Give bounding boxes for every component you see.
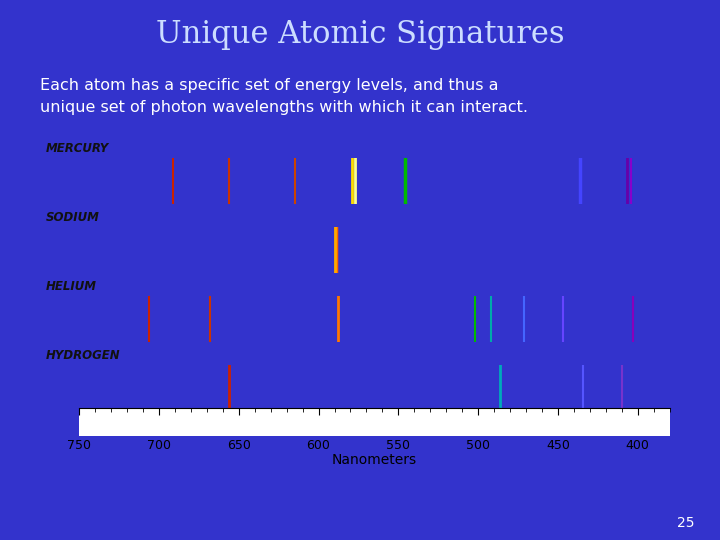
Text: HYDROGEN: HYDROGEN [45, 349, 120, 362]
Text: MERCURY: MERCURY [45, 142, 109, 155]
X-axis label: Nanometers: Nanometers [332, 454, 417, 468]
Text: Each atom has a specific set of energy levels, and thus a: Each atom has a specific set of energy l… [40, 78, 498, 93]
Text: HELIUM: HELIUM [45, 280, 96, 293]
Text: unique set of photon wavelengths with which it can interact.: unique set of photon wavelengths with wh… [40, 100, 528, 115]
Text: SODIUM: SODIUM [45, 211, 99, 224]
Text: 25: 25 [678, 516, 695, 530]
Text: Unique Atomic Signatures: Unique Atomic Signatures [156, 19, 564, 50]
